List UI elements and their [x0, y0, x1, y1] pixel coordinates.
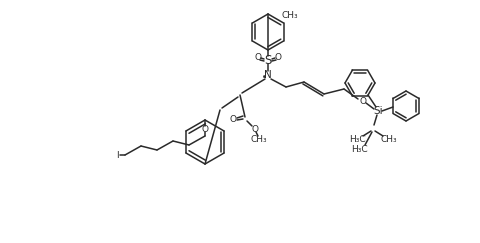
Text: H₃C: H₃C — [348, 134, 364, 144]
Text: O: O — [359, 96, 366, 105]
Text: I: I — [116, 150, 118, 159]
Text: S: S — [264, 53, 271, 67]
Text: O: O — [251, 124, 258, 133]
Text: CH₃: CH₃ — [281, 11, 298, 20]
Text: O: O — [274, 53, 281, 62]
Text: •: • — [261, 72, 265, 81]
Text: H₃C: H₃C — [350, 145, 367, 154]
Text: O: O — [254, 53, 261, 62]
Text: O: O — [229, 114, 236, 123]
Text: N: N — [264, 70, 271, 80]
Text: CH₃: CH₃ — [380, 134, 396, 144]
Text: CH₃: CH₃ — [250, 134, 267, 144]
Text: Si: Si — [372, 106, 382, 116]
Text: O: O — [201, 124, 208, 133]
